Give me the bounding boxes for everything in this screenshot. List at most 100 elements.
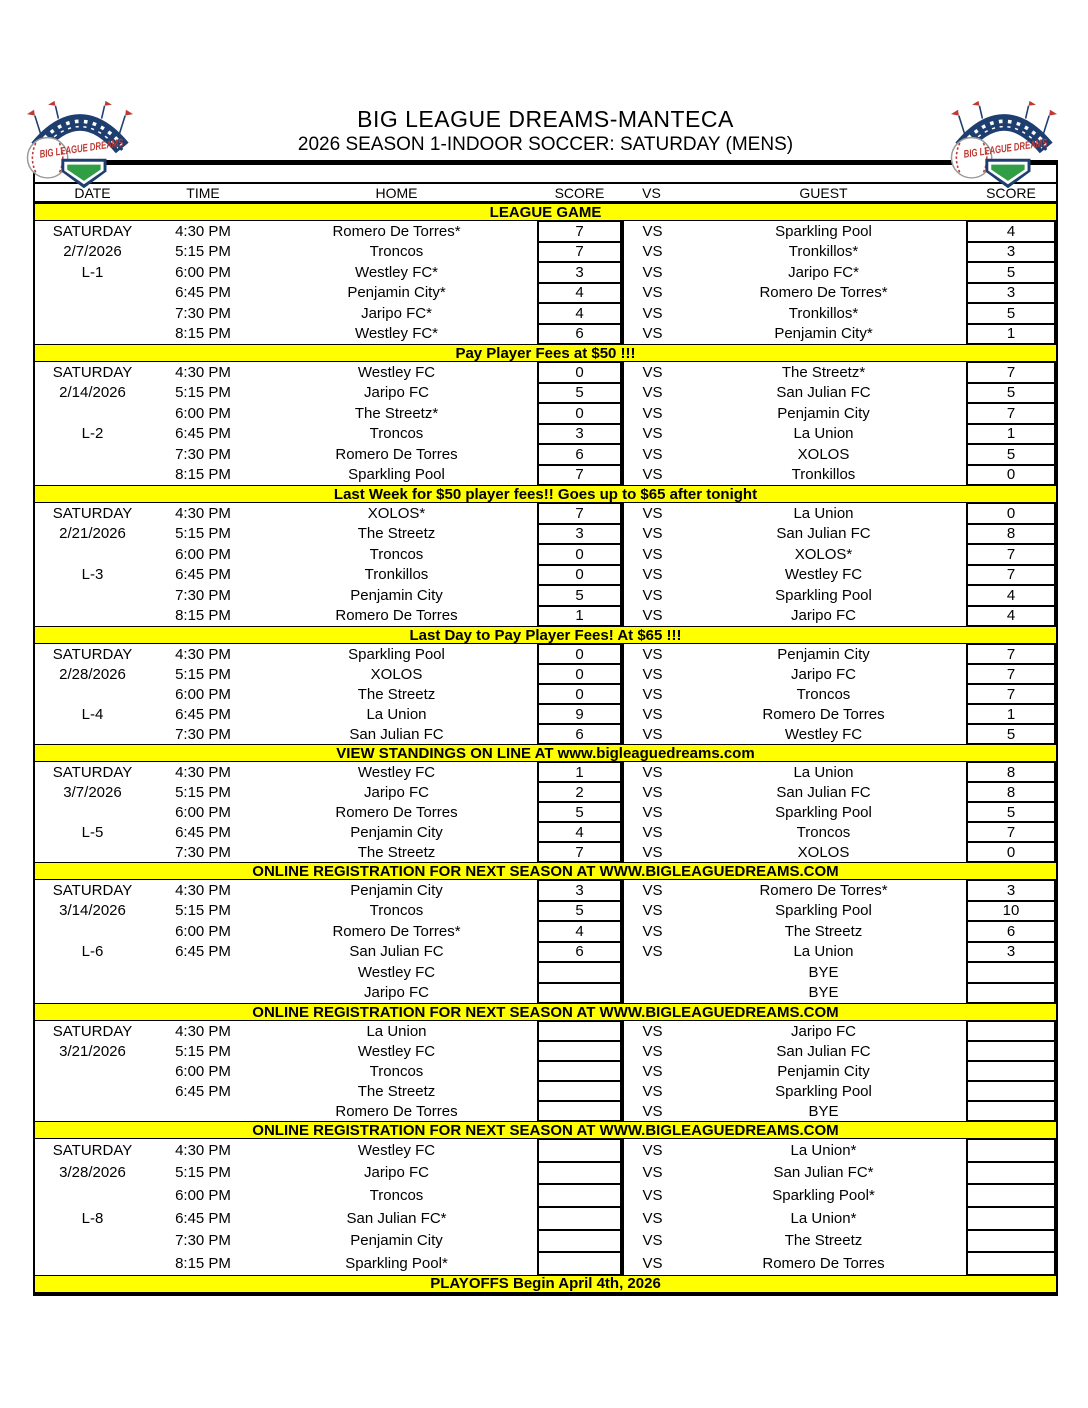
guest-team: La Union [793,504,854,522]
vs-cell: VS [622,822,681,842]
guest-team: Sparkling Pool [775,1082,872,1100]
date-cell: L-6 [81,943,104,961]
guest-team: BYE [808,1102,839,1120]
home-team: The Streetz [357,685,436,703]
home-team: La Union [366,705,427,723]
game-row: L-5 6:45 PM Penjamin City 4 VS Troncos 7 [35,821,1056,843]
date-cell: L-8 [81,1209,104,1227]
home-score-box: 3 [537,422,622,445]
time-cell: 4:30 PM [175,504,231,522]
game-row: 6:00 PM Troncos 0 VS XOLOS* 7 [35,543,1056,566]
column-header-row: DATE TIME HOME SCORE VS GUEST SCORE [35,182,1056,203]
date-cell: SATURDAY [52,222,133,240]
time-cell: 6:00 PM [175,1187,231,1205]
col-header-home: HOME [375,184,418,201]
vs-cell: VS [622,762,681,782]
time-cell: 7:30 PM [175,725,231,743]
home-score-box [537,961,622,984]
date-cell: 3/28/2026 [59,1164,126,1182]
guest-team: Tronkillos* [788,304,859,322]
home-team: Troncos [369,902,424,920]
game-row: SATURDAY 4:30 PM La Union VS Jaripo FC [35,1020,1056,1042]
guest-team: Jaripo FC [790,665,857,683]
col-header-date: DATE [74,184,111,201]
time-cell: 5:15 PM [175,243,231,261]
time-cell: 7:30 PM [175,843,231,861]
home-score-box: 7 [537,841,622,863]
col-header-time: TIME [186,184,220,201]
vs-cell: VS [622,1101,681,1121]
date-cell [35,724,150,744]
home-team: Penjamin City [350,1232,443,1250]
baseball-icon [950,136,993,179]
home-team: Jaripo FC [363,384,430,402]
time-cell: 6:00 PM [175,685,231,703]
home-score-box: 7 [537,220,622,243]
guest-team: Romero De Torres [762,705,885,723]
game-row: 3/28/2026 5:15 PM Jaripo FC VS San Julian FC… [35,1160,1056,1186]
guest-score-box: 3 [966,281,1056,304]
vs-cell: VS [622,403,681,424]
vs-cell: VS [622,1139,681,1162]
home-team: Penjamin City [350,823,443,841]
guest-team: The Streetz* [781,363,866,381]
date-cell [35,962,150,983]
home-team: Westley FC [357,363,436,381]
guest-score-box [966,1100,1056,1122]
bld-logo-right: BIG LEAGUE DREAMS [950,100,1058,189]
header-gap [35,165,1056,182]
home-team: Westley FC [357,763,436,781]
vs-cell: VS [622,544,681,565]
guest-score-box [966,1080,1056,1102]
guest-team: Westley FC [784,725,863,743]
home-score-box: 7 [537,240,622,263]
guest-score-box [966,1160,1056,1186]
guest-team: La Union* [790,1209,857,1227]
game-row: 3/7/2026 5:15 PM Jaripo FC 2 VS San Julian FC… [35,781,1056,803]
guest-score-box [966,1228,1056,1254]
home-score-box: 7 [537,463,622,486]
time-cell: 4:30 PM [175,222,231,240]
vs-cell: VS [622,900,681,921]
guest-team: San Julian FC [776,1042,871,1060]
home-team: Sparkling Pool* [345,1255,448,1273]
game-row: 8:15 PM Westley FC* 6 VS Penjamin City* 1 [35,322,1056,345]
game-row: 6:00 PM Troncos VS Sparkling Pool* [35,1183,1056,1208]
time-cell: 5:15 PM [175,525,231,543]
game-row: 8:15 PM Romero De Torres 1 VS Jaripo FC 4 [35,604,1056,627]
game-row: SATURDAY 4:30 PM Penjamin City 3 VS Romero De… [35,879,1056,902]
game-row: 6:00 PM The Streetz* 0 VS Penjamin City 7 [35,402,1056,425]
guest-score-box: 4 [966,584,1056,607]
time-cell: 5:15 PM [175,665,231,683]
time-cell [150,983,256,1004]
guest-team: XOLOS [797,843,850,861]
home-team: Jaripo FC [363,1164,430,1182]
vs-cell: VS [622,880,681,901]
guest-score-box: 8 [966,761,1056,783]
date-cell [35,1230,150,1253]
home-score-box: 6 [537,443,622,466]
home-score-box: 6 [537,322,622,345]
date-cell: 3/7/2026 [63,783,122,801]
vs-cell: VS [622,564,681,585]
game-row: SATURDAY 4:30 PM Sparkling Pool 0 VS Penjamin… [35,643,1056,665]
time-cell: 6:45 PM [175,284,231,302]
home-score-box [537,1100,622,1122]
vs-cell: VS [622,704,681,724]
time-cell: 6:00 PM [175,803,231,821]
date-cell: 2/28/2026 [59,665,126,683]
guest-team: Romero De Torres* [759,284,888,302]
time-cell: 4:30 PM [175,763,231,781]
game-row: Westley FC BYE [35,961,1056,984]
home-score-box: 0 [537,643,622,665]
home-score-box: 0 [537,543,622,566]
time-cell: 6:45 PM [175,943,231,961]
time-cell: 5:15 PM [175,1042,231,1060]
vs-cell: VS [622,1061,681,1081]
guest-score-box: 7 [966,821,1056,843]
game-row: 7:30 PM The Streetz 7 VS XOLOS 0 [35,841,1056,863]
date-cell: L-3 [81,566,104,584]
date-cell: 2/14/2026 [59,384,126,402]
guest-team: La Union [793,943,854,961]
